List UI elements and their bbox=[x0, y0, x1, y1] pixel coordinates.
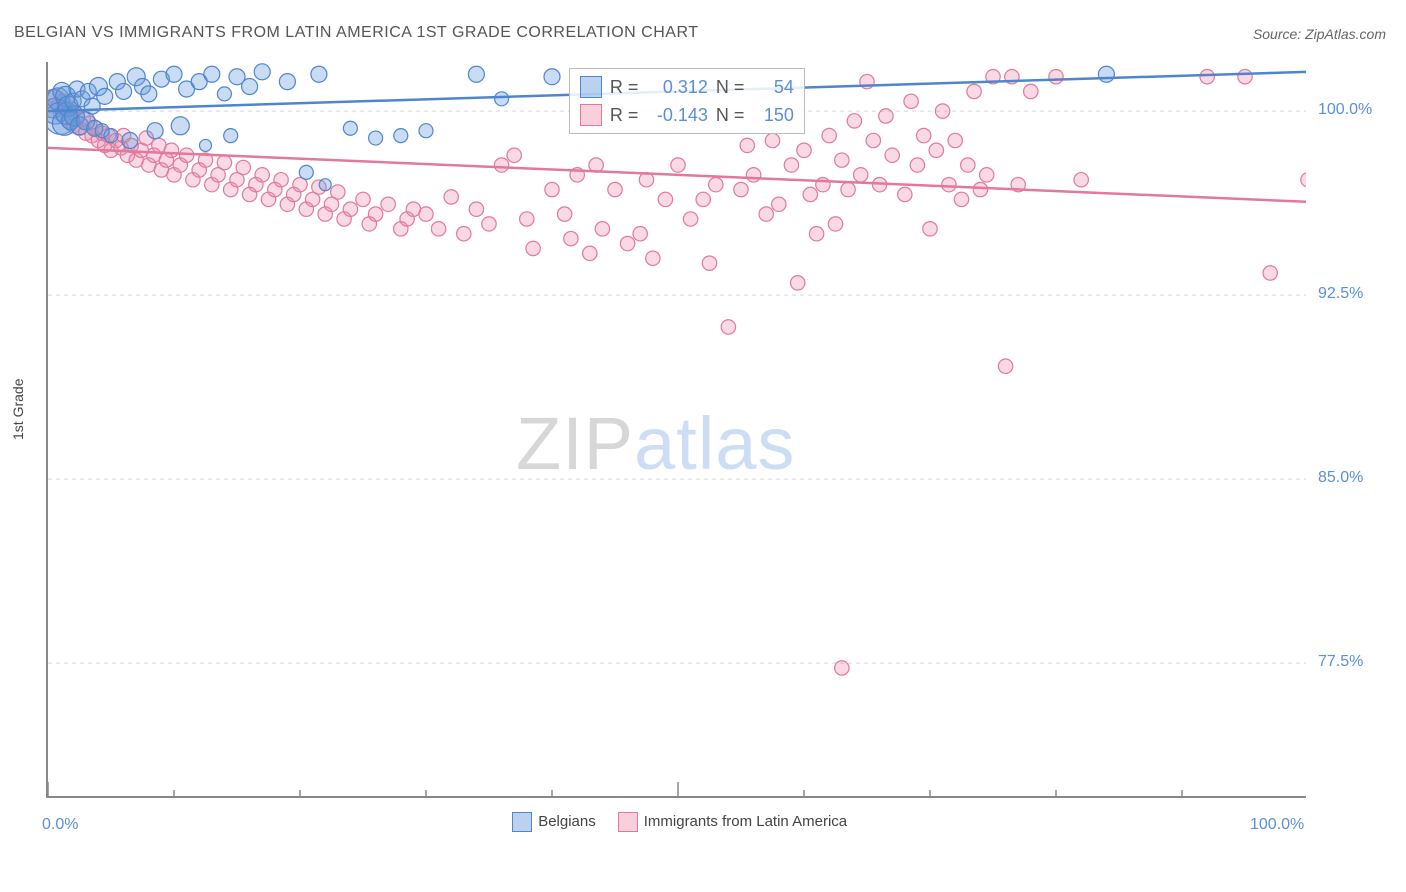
y-tick-label: 77.5% bbox=[1318, 653, 1363, 671]
legend-item-belgians: Belgians bbox=[512, 812, 596, 832]
scatter-plot bbox=[46, 62, 1306, 798]
x-tick-label: 100.0% bbox=[1250, 816, 1304, 834]
r-value-belgians: 0.312 bbox=[648, 77, 708, 98]
stats-row-immigrants: R = -0.143 N = 150 bbox=[580, 101, 794, 129]
r-label: R = bbox=[610, 105, 640, 126]
swatch-icon bbox=[580, 104, 602, 126]
legend-bottom: Belgians Immigrants from Latin America bbox=[512, 812, 847, 832]
chart-container: BELGIAN VS IMMIGRANTS FROM LATIN AMERICA… bbox=[0, 0, 1406, 892]
n-value-belgians: 54 bbox=[754, 77, 794, 98]
legend-label-belgians: Belgians bbox=[538, 813, 596, 830]
legend-item-immigrants: Immigrants from Latin America bbox=[618, 812, 847, 832]
y-tick-label: 85.0% bbox=[1318, 469, 1363, 487]
y-tick-label: 92.5% bbox=[1318, 285, 1363, 303]
swatch-icon bbox=[580, 76, 602, 98]
chart-title: BELGIAN VS IMMIGRANTS FROM LATIN AMERICA… bbox=[14, 24, 698, 42]
r-label: R = bbox=[610, 77, 640, 98]
n-value-immigrants: 150 bbox=[754, 105, 794, 126]
x-tick-label: 0.0% bbox=[42, 816, 78, 834]
y-tick-label: 100.0% bbox=[1318, 101, 1372, 119]
n-label: N = bbox=[716, 105, 746, 126]
r-value-immigrants: -0.143 bbox=[648, 105, 708, 126]
y-axis-label: 1st Grade bbox=[10, 379, 26, 440]
source-label: Source: ZipAtlas.com bbox=[1253, 26, 1386, 42]
swatch-icon bbox=[618, 812, 638, 832]
stats-legend: R = 0.312 N = 54 R = -0.143 N = 150 bbox=[569, 68, 805, 134]
n-label: N = bbox=[716, 77, 746, 98]
swatch-icon bbox=[512, 812, 532, 832]
stats-row-belgians: R = 0.312 N = 54 bbox=[580, 73, 794, 101]
legend-label-immigrants: Immigrants from Latin America bbox=[644, 813, 847, 830]
